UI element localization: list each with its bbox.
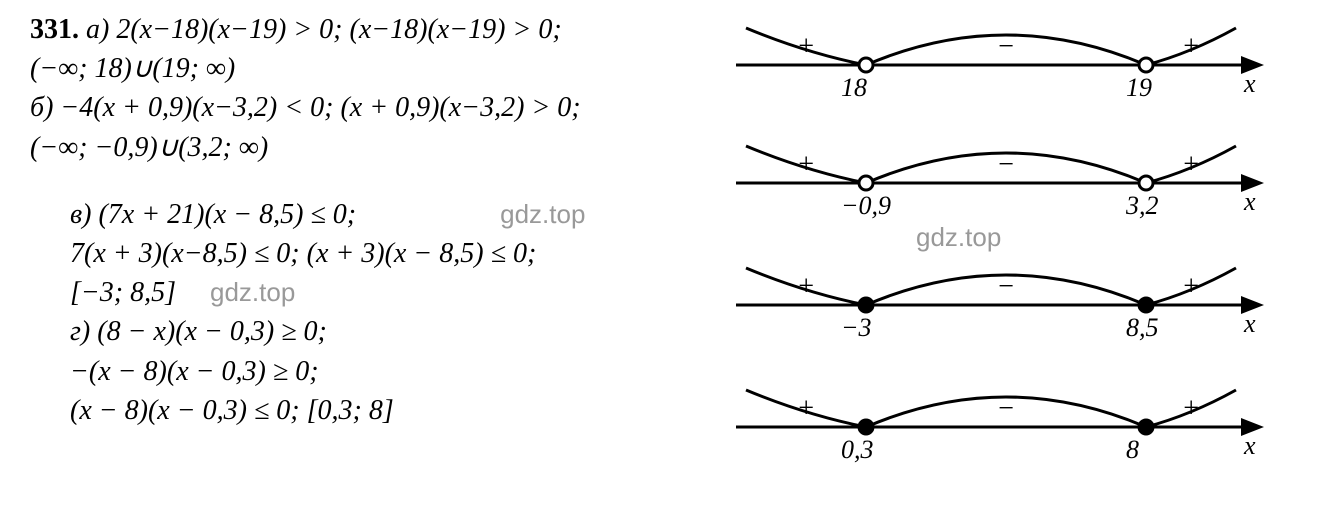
axis-label: x: [1244, 69, 1256, 99]
watermark-bottom: gdz.top: [210, 277, 295, 307]
line-v1: в) (7x + 21)(x − 8,5) ≤ 0; gdz.top: [30, 195, 710, 234]
part-b-expr: −4(x + 0,9)(x−3,2) < 0; (x + 0,9)(x−3,2)…: [60, 92, 580, 123]
axis-label: x: [1244, 309, 1256, 339]
part-a-expr: 2(x−18)(x−19) > 0; (x−18)(x−19) > 0;: [116, 14, 561, 45]
axis-label: x: [1244, 187, 1256, 217]
diagrams-column: + − +18 19 x + − + −0,9 3,2 x gdz.top + − + −3 8,5 x +…: [726, 10, 1306, 490]
part-v-answer: [−3; 8,5]: [70, 277, 176, 308]
tick-label-right: 8: [1126, 435, 1139, 465]
svg-text:+: +: [797, 149, 816, 180]
watermark-mid: gdz.top: [916, 222, 1001, 253]
tick-label-right: 19: [1126, 73, 1152, 103]
line-v3: [−3; 8,5] gdz.top: [30, 273, 710, 312]
part-g-label: г): [70, 316, 90, 347]
tick-label-left: 18: [841, 73, 867, 103]
number-line-4: + − +0,3 8 x: [726, 372, 1266, 482]
part-g-expr1: (8 − x)(x − 0,3) ≥ 0;: [97, 316, 327, 347]
number-line-1: + − +18 19 x: [726, 10, 1266, 120]
svg-text:+: +: [797, 393, 816, 424]
svg-text:−: −: [997, 31, 1016, 62]
part-a-label: а): [86, 14, 109, 45]
line-g3: (x − 8)(x − 0,3) ≤ 0; [0,3; 8]: [30, 391, 710, 430]
svg-text:+: +: [1182, 271, 1201, 302]
watermark-top: gdz.top: [500, 199, 585, 229]
axis-label: x: [1244, 431, 1256, 461]
tick-label-right: 3,2: [1126, 191, 1159, 221]
line-v2: 7(x + 3)(x−8,5) ≤ 0; (x + 3)(x − 8,5) ≤ …: [30, 234, 710, 273]
part-v-label: в): [70, 199, 91, 230]
part-b-label: б): [30, 92, 53, 123]
line-g2: −(x − 8)(x − 0,3) ≥ 0;: [30, 352, 710, 391]
svg-text:+: +: [797, 271, 816, 302]
tick-label-left: 0,3: [841, 435, 874, 465]
svg-text:+: +: [1182, 149, 1201, 180]
tick-label-left: −0,9: [841, 191, 891, 221]
svg-text:−: −: [997, 271, 1016, 302]
svg-text:−: −: [997, 149, 1016, 180]
tick-label-left: −3: [841, 313, 872, 343]
svg-text:−: −: [997, 393, 1016, 424]
svg-text:+: +: [797, 31, 816, 62]
line-g1: г) (8 − x)(x − 0,3) ≥ 0;: [30, 312, 710, 351]
line-a1: 331. а) 2(x−18)(x−19) > 0; (x−18)(x−19) …: [30, 10, 710, 49]
part-v-expr1: (7x + 21)(x − 8,5) ≤ 0;: [98, 199, 356, 230]
svg-text:+: +: [1182, 393, 1201, 424]
line-b2: (−∞; −0,9)∪(3,2; ∞): [30, 128, 710, 167]
text-column: 331. а) 2(x−18)(x−19) > 0; (x−18)(x−19) …: [30, 10, 710, 430]
line-b1: б) −4(x + 0,9)(x−3,2) < 0; (x + 0,9)(x−3…: [30, 88, 710, 127]
tick-label-right: 8,5: [1126, 313, 1159, 343]
line-a2: (−∞; 18)∪(19; ∞): [30, 49, 710, 88]
svg-text:+: +: [1182, 31, 1201, 62]
problem-number: 331.: [30, 14, 79, 45]
number-line-3: gdz.top +−+−38,5x: [726, 250, 1266, 360]
